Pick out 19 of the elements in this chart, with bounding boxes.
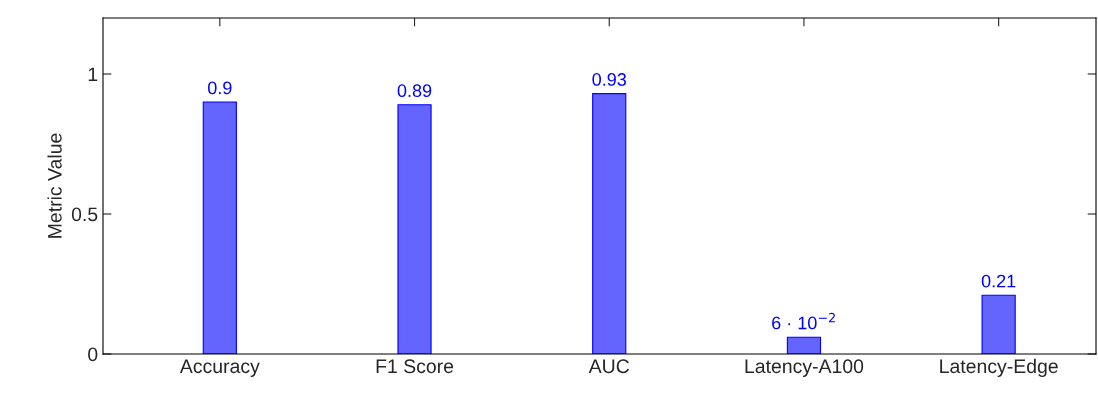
x-tick-label: Latency-Edge	[940, 358, 1058, 377]
y-axis-title: Metric Value	[47, 133, 62, 238]
data-label: 0.89	[397, 84, 432, 98]
y-tick-label: 0.5	[71, 207, 98, 222]
y-tick-label: 1	[88, 67, 98, 82]
data-label: 0.9	[207, 81, 232, 95]
bar	[202, 101, 237, 354]
data-label: 0.93	[592, 73, 627, 86]
x-tick-label: F1 Score	[376, 359, 454, 374]
bar	[397, 104, 432, 354]
x-tick-label: AUC	[588, 359, 630, 374]
x-tick-label: Accuracy	[179, 359, 260, 377]
bar	[786, 336, 822, 354]
y-tick-label: 0	[88, 347, 98, 362]
data-label: 0.21	[981, 274, 1016, 288]
data-label: 6 · 10$^{−2}$	[772, 312, 835, 330]
x-tick-label: Latency-A100	[745, 359, 864, 377]
bar	[981, 294, 1016, 354]
bar	[592, 93, 627, 354]
